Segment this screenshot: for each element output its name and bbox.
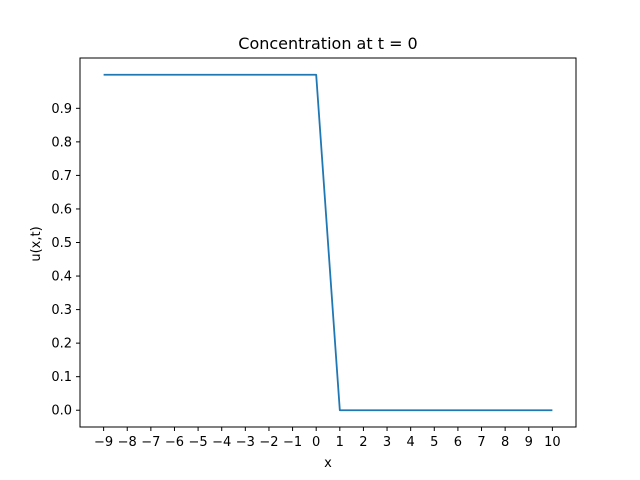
x-tick-label: 2: [359, 435, 367, 450]
x-tick-label: −3: [236, 435, 255, 450]
x-axis-label: x: [324, 456, 332, 471]
y-tick-label: 0.8: [51, 135, 72, 150]
x-tick-label: −1: [283, 435, 302, 450]
x-tick-label: 6: [454, 435, 462, 450]
y-tick-label: 0.1: [51, 370, 72, 385]
y-tick-label: 0.0: [51, 404, 72, 419]
series-line: [103, 73, 553, 412]
x-tick-label: 3: [383, 435, 391, 450]
y-tick-label: 0.7: [51, 169, 72, 184]
chart-title: Concentration at t = 0: [238, 34, 417, 53]
y-tick-label: 0.3: [51, 303, 72, 318]
x-tick-label: 9: [525, 435, 533, 450]
x-tick-label: −5: [189, 435, 208, 450]
series-group: [103, 73, 553, 412]
plot-area: −9 −8 −7 −6 −5 −4 −3 −2 −1 0 1 2 3 4 5 6 7 8 9 10 0.00.10.2…: [51, 57, 577, 450]
x-tick-label: −8: [118, 435, 137, 450]
x-tick-label: 8: [501, 435, 509, 450]
x-tick-label: 10: [544, 435, 561, 450]
y-tick-label: 0.2: [51, 337, 72, 352]
x-tick-label: −7: [141, 435, 160, 450]
x-tick-label: −6: [165, 435, 184, 450]
x-tick-label: 5: [430, 435, 438, 450]
y-tick-label: 0.4: [51, 270, 72, 285]
y-tick-label: 0.5: [51, 236, 72, 251]
x-tick-label: 0: [312, 435, 320, 450]
x-tick-label: 7: [477, 435, 485, 450]
x-axis: −9 −8 −7 −6 −5 −4 −3 −2 −1 0 1 2 3 4 5 6 7 8 9 10: [94, 427, 561, 450]
x-tick-label: 4: [407, 435, 415, 450]
y-tick-label: 0.6: [51, 202, 72, 217]
x-tick-label: 1: [336, 435, 344, 450]
x-tick-label: −4: [212, 435, 231, 450]
y-axis-label: u(x,t): [29, 226, 44, 261]
y-axis: 0.0 0.1 0.2 0.3 0.4 0.5 0.6 0.7 0.8 0.9: [51, 102, 80, 419]
x-tick-label: −9: [94, 435, 113, 450]
y-tick-label: 0.9: [51, 102, 72, 117]
x-tick-label: −2: [259, 435, 278, 450]
